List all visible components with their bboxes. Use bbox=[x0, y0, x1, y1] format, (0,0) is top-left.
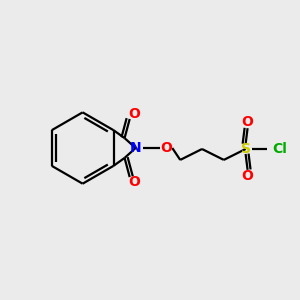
Text: S: S bbox=[241, 142, 250, 156]
Text: N: N bbox=[130, 141, 141, 155]
Text: O: O bbox=[129, 175, 141, 189]
Text: O: O bbox=[129, 107, 141, 121]
Text: O: O bbox=[242, 115, 254, 129]
Text: Cl: Cl bbox=[272, 142, 287, 156]
Text: O: O bbox=[160, 141, 172, 155]
Text: O: O bbox=[242, 169, 254, 183]
